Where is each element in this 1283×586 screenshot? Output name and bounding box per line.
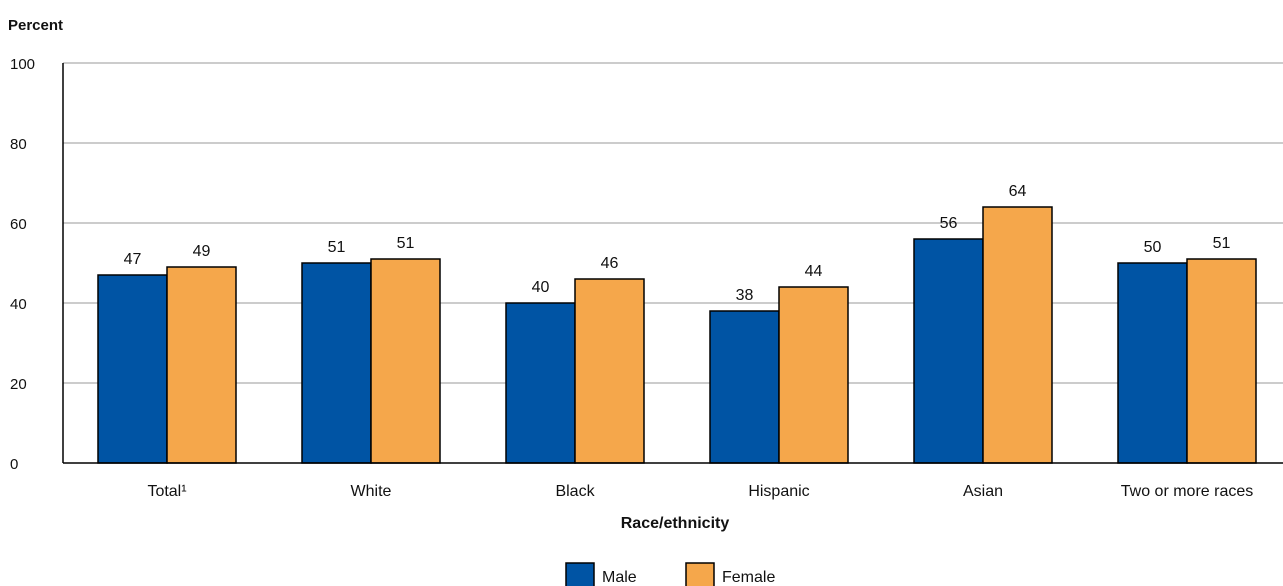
data-label: 51 — [328, 239, 346, 256]
bar-female — [1186, 258, 1257, 464]
category-label: Total¹ — [147, 483, 186, 500]
legend-swatch-female — [685, 562, 715, 586]
legend-label-female: Female — [722, 569, 775, 586]
bars — [97, 206, 1257, 464]
y-axis-ticks: 0 20 40 60 80 100 — [10, 56, 35, 473]
legend: Male Female — [565, 562, 775, 586]
y-tick-label: 0 — [10, 456, 18, 473]
bar-female — [166, 266, 237, 464]
bar-male — [97, 274, 168, 464]
bar-female — [574, 278, 645, 464]
legend-swatch-male — [565, 562, 595, 586]
data-label: 51 — [397, 235, 415, 252]
gridlines — [63, 62, 1283, 384]
y-axis-label: Percent — [8, 17, 63, 34]
bar-male — [913, 238, 984, 464]
bar-male — [1117, 262, 1188, 464]
y-tick-label: 80 — [10, 136, 27, 153]
bar-male — [301, 262, 372, 464]
data-label: 50 — [1144, 239, 1162, 256]
data-label: 56 — [940, 215, 958, 232]
bar-female — [778, 286, 849, 464]
data-label: 46 — [601, 255, 619, 272]
bar-male — [505, 302, 576, 464]
y-tick-label: 40 — [10, 296, 27, 313]
data-label: 64 — [1009, 183, 1027, 200]
category-label: Black — [555, 483, 595, 500]
bar-female — [982, 206, 1053, 464]
data-label: 47 — [124, 251, 142, 268]
data-label: 51 — [1213, 235, 1231, 252]
bar-female — [370, 258, 441, 464]
y-tick-label: 100 — [10, 56, 35, 73]
bar-male — [709, 310, 780, 464]
value-labels: 47 49 51 51 40 46 38 44 56 64 50 51 — [124, 183, 1231, 304]
category-label: Hispanic — [748, 483, 809, 500]
y-tick-label: 60 — [10, 216, 27, 233]
data-label: 44 — [805, 263, 823, 280]
category-label: White — [351, 483, 392, 500]
data-label: 49 — [193, 243, 211, 260]
data-label: 40 — [532, 279, 550, 296]
x-axis-label: Race/ethnicity — [621, 515, 730, 532]
category-label: Two or more races — [1121, 483, 1253, 500]
category-labels: Total¹ White Black Hispanic Asian Two or more… — [147, 483, 1253, 500]
y-tick-label: 20 — [10, 376, 27, 393]
data-label: 38 — [736, 287, 754, 304]
category-label: Asian — [963, 483, 1003, 500]
legend-label-male: Male — [602, 569, 637, 586]
